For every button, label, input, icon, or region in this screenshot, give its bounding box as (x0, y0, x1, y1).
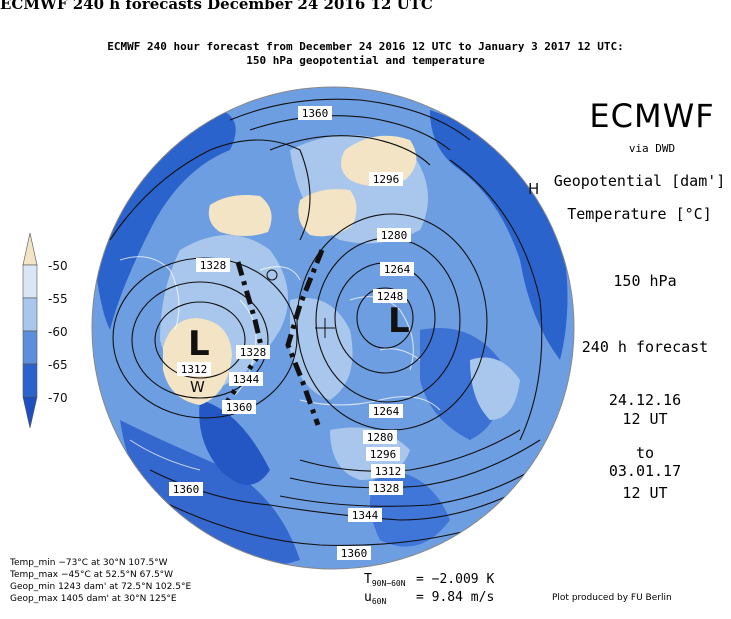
legend-swatch (22, 297, 38, 332)
temperature-band-subscript: 90N−60N (371, 579, 406, 588)
valid-date-label: 03.01.17 (608, 462, 682, 480)
temperature-field-mild-3 (290, 298, 353, 400)
contour-label: 1344 (348, 508, 382, 522)
svg-text:1344: 1344 (352, 509, 379, 522)
svg-text:1264: 1264 (384, 263, 411, 276)
zonal-wind-metric: u60N = 9.84 m/s (364, 590, 494, 606)
contour-label: 1312 (371, 464, 405, 478)
pressure-level-label: 150 hPa (613, 272, 677, 290)
svg-text:1296: 1296 (370, 448, 397, 461)
svg-text:1248: 1248 (377, 290, 404, 303)
low-pressure-center-east: L (388, 301, 410, 341)
contour-label: 1328 (196, 258, 230, 272)
credit-label: Plot produced by FU Berlin (552, 593, 672, 603)
warm-patch-3 (298, 189, 357, 237)
svg-text:1280: 1280 (381, 229, 408, 242)
svg-text:1344: 1344 (233, 373, 260, 386)
legend-tick: -70 (48, 391, 68, 405)
contour-label: 1296 (369, 172, 403, 186)
legend-swatch (22, 330, 38, 365)
contour-label: 1328 (236, 345, 270, 359)
map-subtitle-line1: ECMWF 240 hour forecast from December 24… (107, 40, 624, 53)
temperature-difference-value: = −2.009 K (416, 572, 495, 587)
contour-label: 1280 (363, 430, 397, 444)
contour-label: 1264 (380, 262, 414, 276)
contour-labels: 1360 1296 1280 1264 1248 1328 1312 1328 … (0, 0, 414, 560)
via-dwd-label: via DWD (628, 142, 676, 155)
extremes-stats: Temp_min −73°C at 30°N 107.5°W Temp_max … (10, 557, 191, 605)
legend-tick: -60 (48, 325, 68, 339)
low-pressure-center-west: L (188, 324, 210, 364)
contour-label: 1360 (337, 546, 371, 560)
legend-swatch (22, 396, 38, 429)
start-time-label: 12 UT (622, 410, 668, 428)
temperature-field-cold-5 (199, 400, 270, 485)
high-pressure-center: H (528, 180, 539, 198)
wind-latitude-subscript: 60N (371, 597, 387, 606)
svg-text:1328: 1328 (373, 482, 400, 495)
warm-patch-1 (163, 318, 232, 405)
svg-text:1312: 1312 (375, 465, 402, 478)
warm-center-label: W (190, 378, 205, 396)
geop-min-stat: Geop_min 1243 dam' at 72.5°N 102.5°E (10, 582, 192, 592)
legend-tick: -55 (48, 292, 68, 306)
temperature-symbol: T (364, 572, 372, 587)
ecmwf-logo: ECMWF (589, 97, 715, 135)
svg-text:1360: 1360 (341, 547, 368, 560)
svg-text:1360: 1360 (302, 107, 329, 120)
legend-tick: -65 (48, 358, 68, 372)
temperature-difference-metric: T90N−60N = −2.009 K (364, 572, 494, 588)
svg-text:1280: 1280 (367, 431, 394, 444)
contour-label: 1280 (377, 228, 411, 242)
svg-text:1328: 1328 (240, 346, 267, 359)
temp-max-stat: Temp_max −45°C at 52.5°N 67.5°W (10, 570, 174, 580)
zonal-wind-value: = 9.84 m/s (416, 590, 495, 605)
wind-symbol: u (364, 590, 372, 605)
pole-marker (266, 269, 335, 338)
svg-text:1360: 1360 (226, 401, 253, 414)
legend-tick: -50 (48, 259, 68, 273)
contour-label: 1296 (366, 447, 400, 461)
contour-label: 1264 (369, 404, 403, 418)
contour-label: 1360 (298, 106, 332, 120)
contour-label: 1248 (373, 289, 407, 303)
temperature-field-cold-2 (430, 110, 568, 360)
forecast-lead-label: 240 h forecast (581, 338, 709, 356)
svg-text:1328: 1328 (200, 259, 227, 272)
legend-swatch (22, 363, 38, 398)
contour-label: 1360 (222, 400, 256, 414)
contour-label: 1344 (229, 372, 263, 386)
page-headline: ECMWF 240 h forecasts December 24 2016 1… (0, 0, 433, 13)
svg-text:1296: 1296 (373, 173, 400, 186)
temperature-field-cold-3 (420, 328, 502, 440)
temperature-label: Temperature [°C] (567, 205, 712, 223)
temperature-legend: -50 -55 -60 -65 -70 (22, 232, 68, 429)
contour-label: 1312 (177, 362, 211, 376)
contour-label: 1360 (0, 0, 27, 3)
geop-max-stat: Geop_max 1405 dam' at 30°N 125°E (10, 594, 177, 604)
to-label: to (635, 444, 655, 462)
map-border (91, 86, 575, 570)
warm-patch-2 (208, 195, 272, 236)
map-subtitle-line2: 150 hPa geopotential and temperature (246, 54, 485, 67)
temperature-field-mild-5 (470, 357, 520, 420)
start-date-label: 24.12.16 (608, 391, 682, 409)
svg-text:1360: 1360 (173, 483, 200, 496)
contour-label: 1328 (369, 481, 403, 495)
geopotential-label: Geopotential [dam'] (553, 172, 726, 190)
temp-min-stat: Temp_min −73°C at 30°N 107.5°W (10, 558, 168, 568)
legend-swatch (22, 232, 38, 266)
svg-text:1264: 1264 (373, 405, 400, 418)
svg-text:1312: 1312 (181, 363, 208, 376)
polar-map (92, 87, 574, 569)
contour-label: 1360 (169, 482, 203, 496)
valid-time-label: 12 UT (622, 484, 668, 502)
legend-swatch (22, 264, 38, 299)
